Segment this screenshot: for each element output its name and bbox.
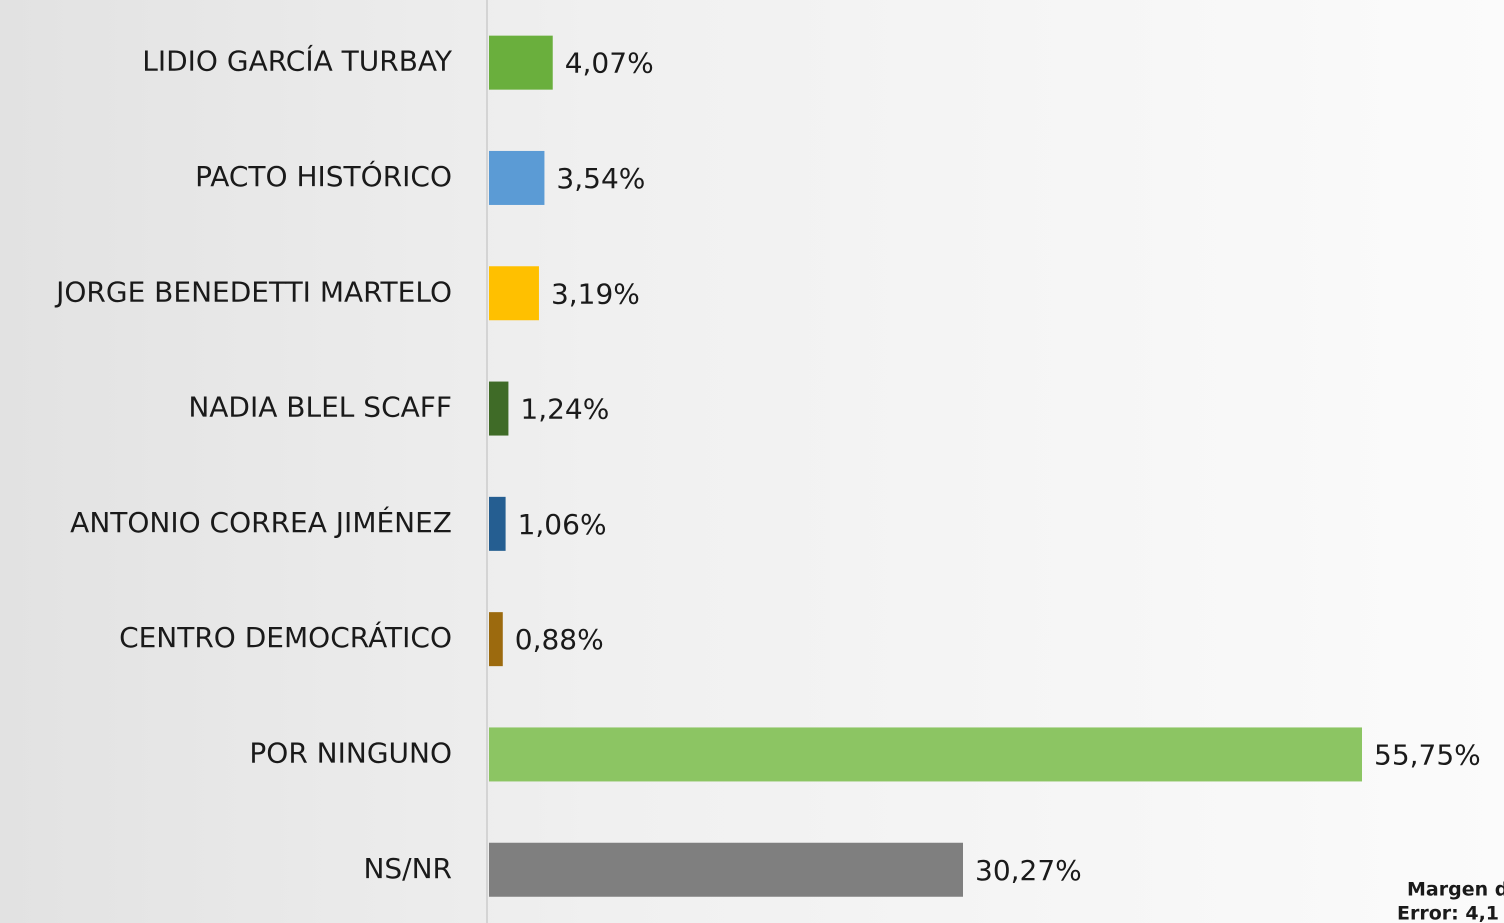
bar bbox=[489, 612, 503, 667]
category-label: NS/NR bbox=[363, 852, 452, 885]
value-label: 3,19% bbox=[551, 277, 640, 310]
bar bbox=[489, 150, 545, 205]
category-label: CENTRO DEMOCRÁTICO bbox=[119, 620, 452, 654]
annotation: Margen de bbox=[1407, 879, 1504, 901]
category-label: PACTO HISTÓRICO bbox=[195, 159, 452, 193]
value-label: 0,88% bbox=[515, 623, 604, 656]
value-label: 30,27% bbox=[975, 854, 1082, 887]
bar bbox=[489, 842, 964, 897]
category-label: LIDIO GARCÍA TURBAY bbox=[142, 44, 453, 78]
value-label: 4,07% bbox=[565, 47, 654, 80]
value-label: 1,24% bbox=[520, 393, 609, 426]
value-label: 55,75% bbox=[1374, 738, 1481, 771]
annotation: Error: 4,1 bbox=[1397, 903, 1499, 923]
bar bbox=[489, 381, 509, 436]
category-label: POR NINGUNO bbox=[249, 736, 452, 769]
bar bbox=[489, 496, 506, 551]
bar bbox=[489, 727, 1362, 782]
category-label: NADIA BLEL SCAFF bbox=[188, 391, 452, 424]
value-label: 1,06% bbox=[518, 508, 607, 541]
bar bbox=[489, 35, 553, 90]
value-label: 3,54% bbox=[556, 162, 645, 195]
bar bbox=[489, 266, 539, 321]
category-label: JORGE BENEDETTI MARTELO bbox=[54, 275, 452, 308]
category-label: ANTONIO CORREA JIMÉNEZ bbox=[70, 505, 452, 539]
